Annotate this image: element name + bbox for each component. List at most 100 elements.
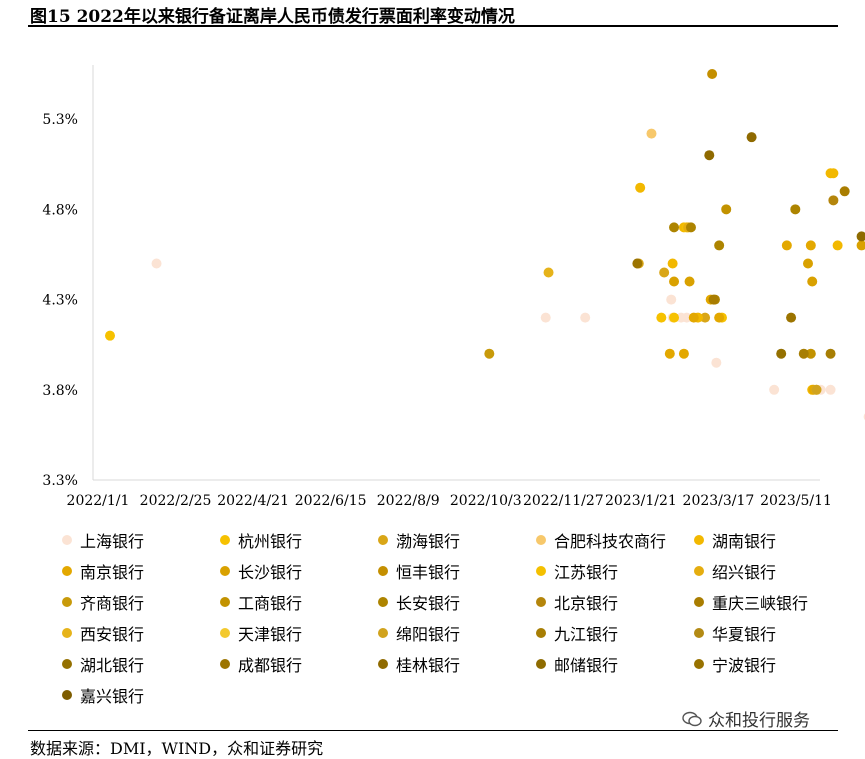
data-point [776,348,787,359]
data-point [656,312,667,323]
data-point [714,312,725,323]
legend-item: 湖北银行 [62,652,144,676]
data-point [805,348,816,359]
data-point [659,267,670,278]
data-point [708,294,719,305]
data-point [646,128,657,139]
y-tick-label: 4.8% [42,202,78,218]
data-point [704,150,715,161]
data-point [685,222,696,233]
legend-label: 湖北银行 [80,656,145,675]
legend-item: 长沙银行 [220,559,302,583]
legend-marker [62,597,72,607]
data-point [580,312,591,323]
x-tick-label: 2022/6/15 [295,493,367,509]
legend-item: 邮储银行 [536,652,618,676]
legend-label: 合肥科技农商行 [554,532,667,551]
legend-marker [536,566,546,576]
data-point [635,182,646,193]
legend-label: 桂林银行 [396,656,461,675]
legend-marker [378,535,388,545]
legend-label: 重庆三峡银行 [712,594,809,613]
legend-label: 宁波银行 [712,656,777,675]
data-point [721,204,732,215]
legend-item: 上海银行 [62,528,144,552]
data-point [825,348,836,359]
data-point [688,312,699,323]
legend-item: 绵阳银行 [378,621,460,645]
data-point [769,384,780,395]
legend-label: 齐商银行 [80,594,145,613]
legend-label: 南京银行 [80,563,145,582]
data-point [669,276,680,287]
data-point [828,195,839,206]
data-point [684,276,695,287]
data-point [798,348,809,359]
data-point [664,348,675,359]
legend-item: 长安银行 [378,590,460,614]
legend-label: 江苏银行 [554,563,619,582]
legend-item: 成都银行 [220,652,302,676]
data-point [786,312,797,323]
legend-item: 湖南银行 [694,528,776,552]
legend-item: 江苏银行 [536,559,618,583]
legend-item: 天津银行 [220,621,302,645]
legend-label: 绍兴银行 [712,563,777,582]
data-point [805,240,816,251]
legend-marker [694,535,704,545]
legend-label: 九江银行 [554,625,619,644]
data-point [484,348,495,359]
source-note: 数据来源：DMI，WIND，众和证券研究 [30,739,324,758]
legend-item: 齐商银行 [62,590,144,614]
data-point [105,330,115,341]
legend-label: 长安银行 [396,594,461,613]
legend-label: 渤海银行 [396,532,461,551]
y-tick-label: 3.8% [42,383,78,399]
legend-label: 湖南银行 [712,532,777,551]
figure-title: 图15 2022年以来银行备证离岸人民币债发行票面利率变动情况 [30,7,515,27]
data-point [807,276,818,287]
y-tick-label: 5.3% [42,112,78,128]
data-point [667,258,678,269]
x-tick-label: 2023/5/11 [760,493,832,509]
legend-marker [378,597,388,607]
legend-item: 华夏银行 [694,621,776,645]
legend-item: 南京银行 [62,559,144,583]
legend-label: 华夏银行 [712,625,777,644]
data-point [700,312,711,323]
legend-marker [536,628,546,638]
wechat-icon [682,711,702,726]
data-point [856,240,865,251]
legend-item: 工商银行 [220,590,302,614]
legend-label: 北京银行 [554,594,619,613]
legend-label: 绵阳银行 [396,625,461,644]
legend-label: 上海银行 [80,532,145,551]
legend-item: 嘉兴银行 [62,683,144,707]
data-point [811,384,822,395]
plot-area [92,65,820,481]
data-point [746,132,757,143]
y-tick-label: 3.3% [42,473,78,489]
data-point [669,222,680,233]
x-tick-label: 2022/1/1 [67,493,130,509]
legend-label: 嘉兴银行 [80,687,145,706]
x-tick-label: 2023/1/21 [605,493,677,509]
watermark: 众和投行服务 [682,706,810,731]
legend-marker [62,690,72,700]
legend-marker [220,628,230,638]
legend-marker [220,659,230,669]
data-point [803,258,813,269]
legend-marker [536,535,546,545]
legend-item: 重庆三峡银行 [694,590,808,614]
data-point [678,348,689,359]
legend-label: 邮储银行 [554,656,619,675]
legend-item: 九江银行 [536,621,618,645]
bottom-rule [28,730,838,731]
x-tick-label: 2022/8/9 [377,493,440,509]
legend-item: 杭州银行 [220,528,302,552]
legend-item: 北京银行 [536,590,618,614]
data-point [781,240,792,251]
legend-item: 宁波银行 [694,652,776,676]
data-point [714,240,725,251]
watermark-text: 众和投行服务 [708,711,810,731]
